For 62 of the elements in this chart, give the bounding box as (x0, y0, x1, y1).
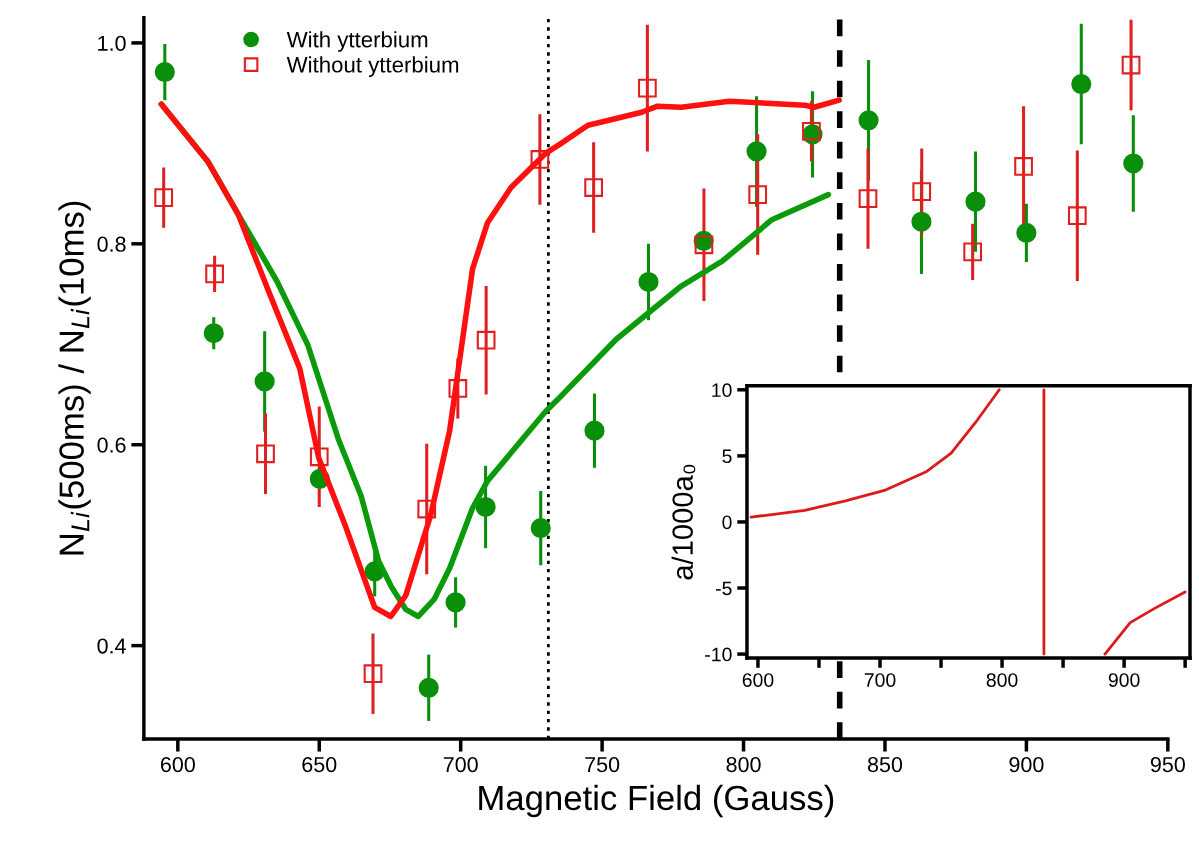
point (858, 189, 878, 208)
point (530, 518, 551, 539)
point (256, 444, 275, 464)
point (417, 499, 437, 519)
x-axis-title: Magnetic Field (Gauss) (479, 784, 834, 818)
x-tick-label: 700 (864, 673, 896, 687)
point (802, 121, 821, 141)
y-tick-label: 0.4 (97, 638, 126, 654)
point (1014, 157, 1033, 176)
y-tick-label: 0.6 (97, 437, 126, 453)
x-tick-label: 600 (160, 756, 195, 773)
x-tick-label: 600 (742, 673, 774, 687)
point (638, 271, 659, 293)
legend-label: Without ytterbium (286, 56, 459, 78)
point (584, 420, 605, 441)
point (746, 141, 767, 162)
point (475, 496, 496, 518)
point (203, 323, 224, 344)
point (1071, 74, 1092, 95)
point (530, 150, 550, 169)
point (1123, 153, 1144, 174)
point (205, 264, 224, 284)
point (912, 182, 932, 201)
point (476, 330, 496, 350)
x-tick-label: 950 (1150, 756, 1185, 773)
point (911, 211, 932, 232)
point (1067, 206, 1087, 226)
y-tick-label: 10 (712, 383, 732, 398)
y-tick-label: 1.0 (98, 35, 126, 51)
point (858, 110, 879, 131)
point (637, 78, 657, 98)
point (963, 242, 983, 262)
y-tick-label: 0 (722, 515, 732, 530)
x-tick-label: 800 (726, 756, 761, 773)
x-tick-label: 750 (585, 756, 620, 773)
point (694, 235, 714, 255)
point (748, 185, 768, 204)
point (445, 592, 466, 613)
point (448, 379, 468, 398)
y-tick-label: -10 (705, 647, 732, 662)
y-tick-label: -5 (715, 581, 732, 596)
point (309, 447, 329, 467)
point (154, 188, 174, 207)
point (965, 191, 986, 212)
x-tick-label: 850 (867, 756, 903, 773)
point (154, 61, 175, 83)
point (1016, 222, 1037, 243)
point (1121, 55, 1141, 75)
x-tick-label: 800 (986, 673, 1018, 687)
legend-label: With ytterbium (286, 31, 428, 52)
y-axis-title: N$_{Li}$(500ms) / N$_{Li}$(10ms) (58, 201, 91, 555)
x-tick-label: 650 (302, 756, 337, 773)
x-tick-label: 900 (1108, 673, 1140, 687)
point (584, 178, 603, 197)
point (363, 664, 383, 684)
x-tick-label: 700 (443, 756, 478, 773)
y-tick-label: 5 (722, 449, 732, 464)
x-tick-label: 900 (1009, 756, 1044, 773)
point (254, 371, 275, 392)
point (418, 677, 439, 698)
y-tick-label: 0.8 (97, 236, 126, 252)
y-axis-title: a/1000a₀ (671, 464, 696, 580)
